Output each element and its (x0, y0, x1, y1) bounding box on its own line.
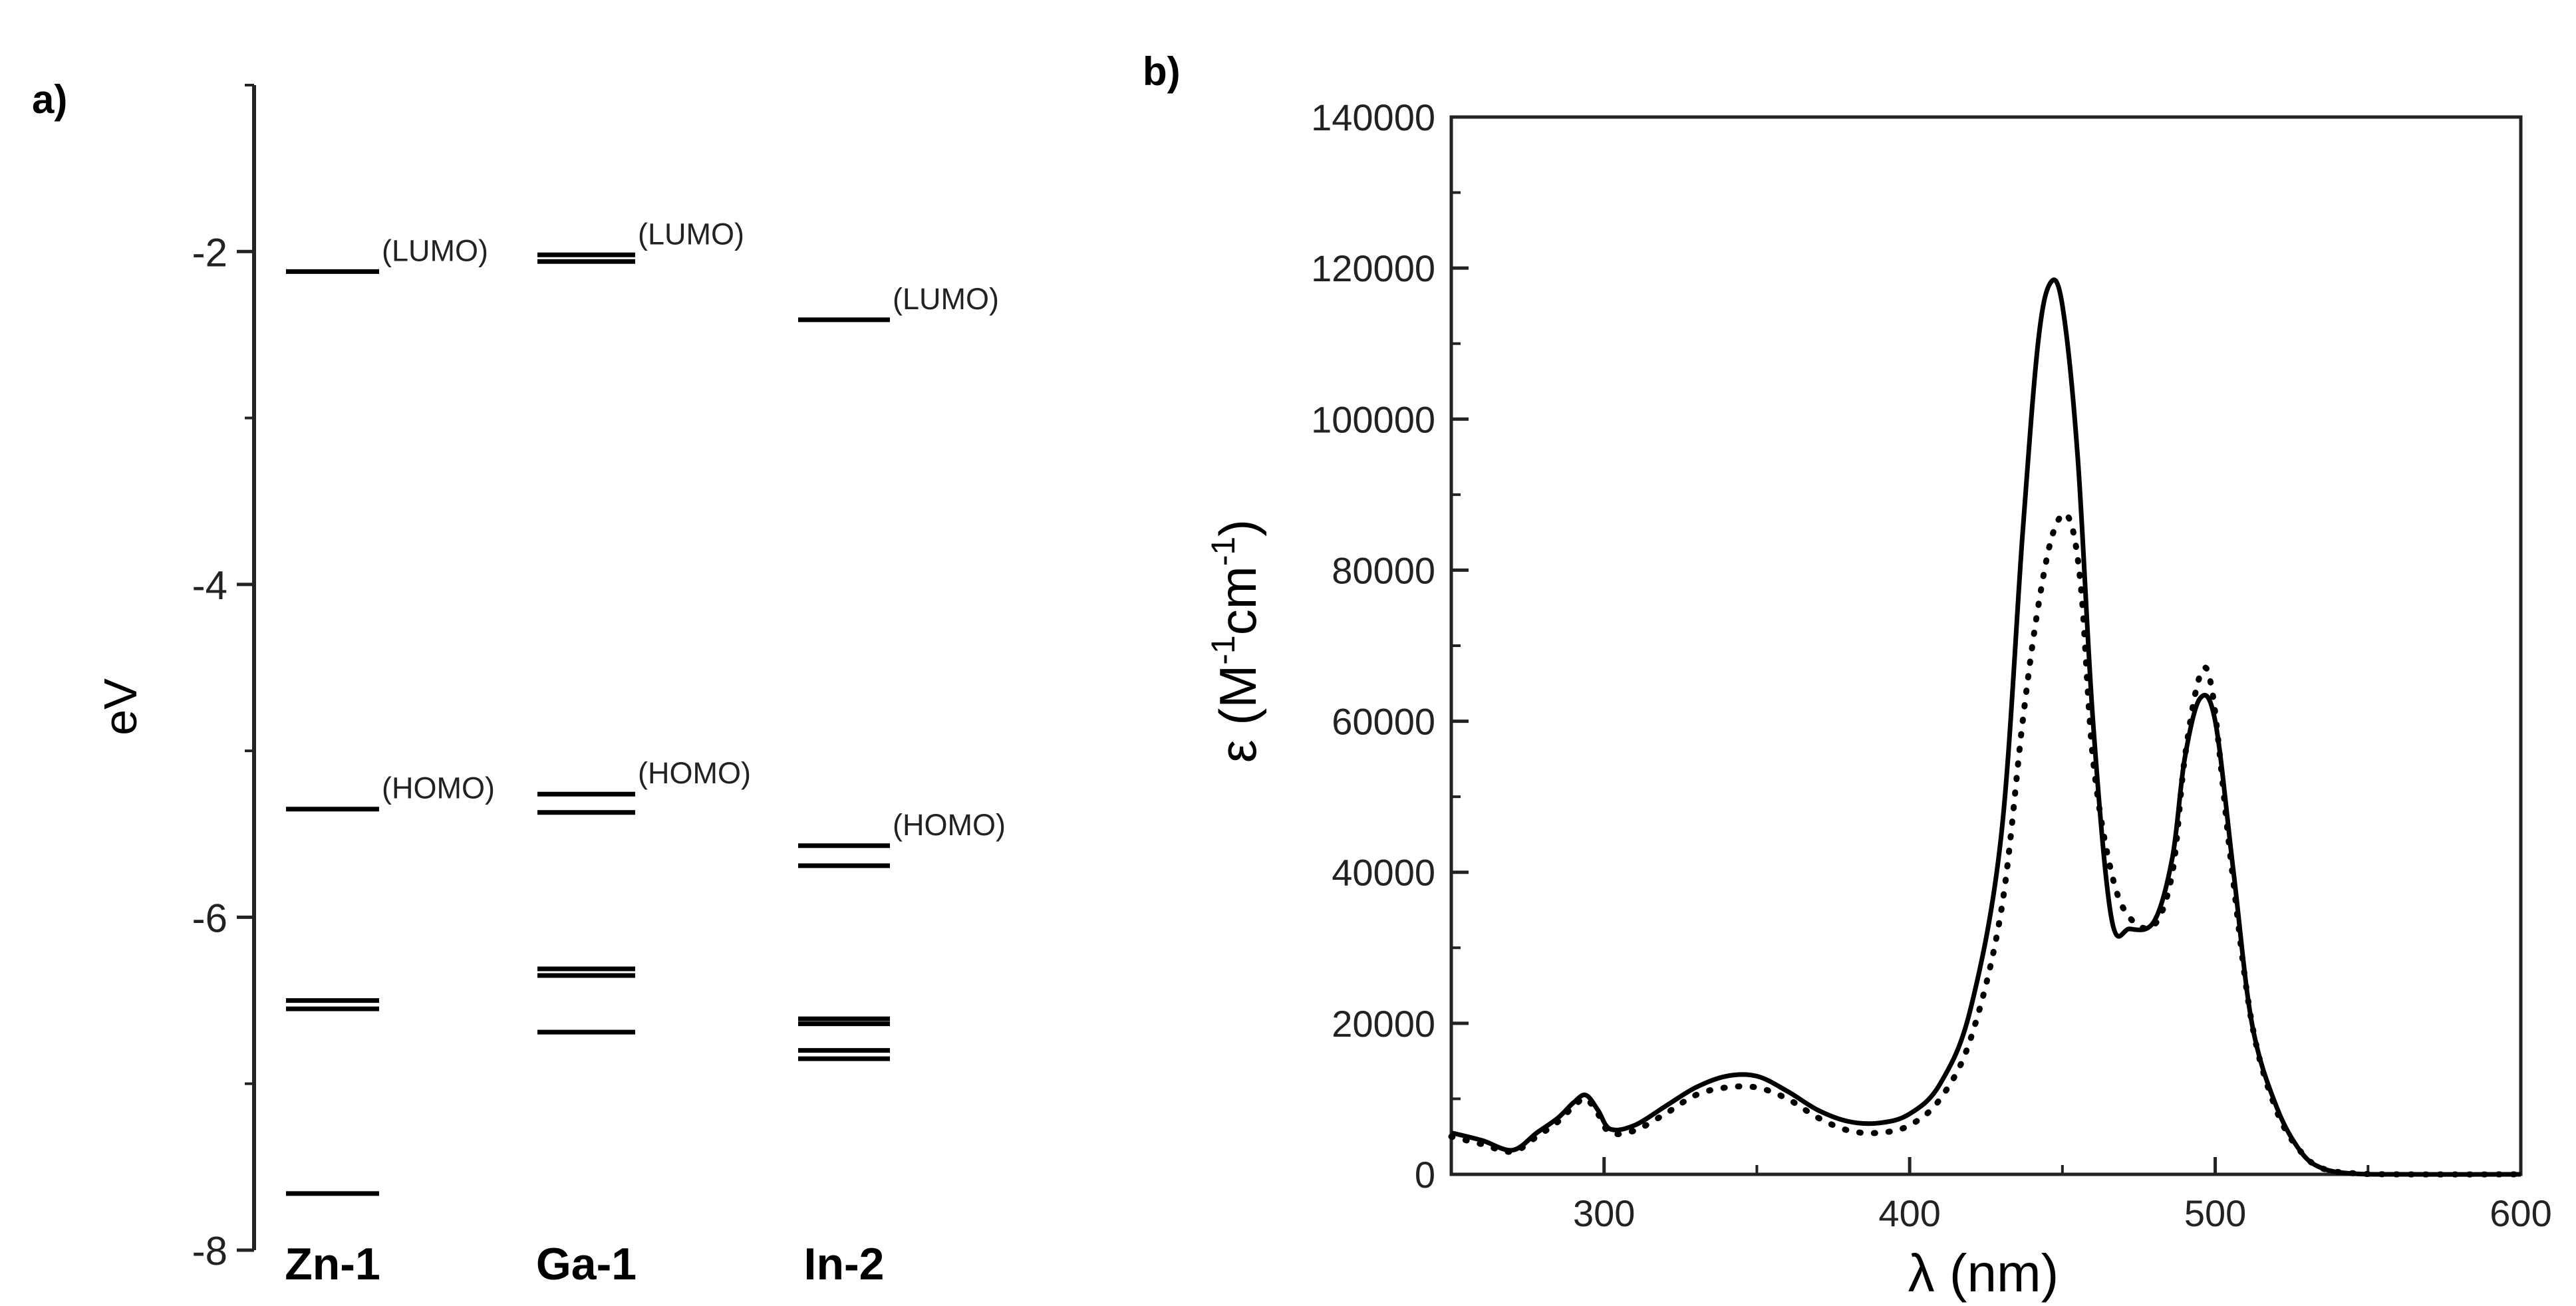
column-label: Ga-1 (536, 1239, 637, 1289)
absorption-spectrum-panel: b) 300 400 500 600 0 20000 40000 60000 80000 100… (1143, 49, 2552, 1303)
orbital-label: (HOMO) (638, 756, 751, 790)
x-axis-label: λ (nm) (1908, 1243, 2059, 1303)
y-tick-label: -6 (192, 896, 227, 940)
y-tick-label: 120000 (1311, 247, 1435, 289)
y-ticks: 0 20000 40000 60000 80000 100000 120000 140000 (1311, 96, 1469, 1196)
y-tick-label: 100000 (1311, 398, 1435, 440)
energy-diagram-panel: a) eV -2-4-6-8 (LUMO)(HOMO)(LUMO)(HOMO)(… (32, 77, 1006, 1289)
y-tick-label: 0 (1415, 1154, 1435, 1196)
orbital-label: (LUMO) (893, 282, 999, 316)
y-tick-label: 140000 (1311, 96, 1435, 138)
panel-a-y-ticks: -2 -4 -6 -8 (192, 84, 254, 1273)
y-tick-label: 60000 (1332, 701, 1435, 743)
y-label-mid: cm (1209, 566, 1267, 635)
orbital-label: (LUMO) (382, 233, 488, 267)
y-tick-label: 80000 (1332, 549, 1435, 591)
energy-levels: (LUMO) (HOMO) (LUMO) (HOMO) (LUMO) (HOMO) (286, 217, 1006, 1196)
series-dotted-line (1448, 511, 2524, 1178)
x-tick-label: 400 (1878, 1192, 1940, 1234)
orbital-label: (HOMO) (382, 771, 495, 805)
panel-a-ylabel: eV (94, 678, 146, 735)
orbital-label: (LUMO) (638, 217, 744, 251)
plot-frame (1449, 115, 2523, 1176)
y-label-sup-2: -1 (1205, 537, 1242, 566)
column-label: Zn-1 (285, 1239, 380, 1289)
y-label-end: ) (1209, 519, 1267, 537)
panel-a-label: a) (32, 77, 67, 122)
x-tick-label: 600 (2490, 1192, 2551, 1234)
y-tick-label: -2 (192, 230, 227, 275)
x-tick-label: 500 (2184, 1192, 2246, 1234)
y-tick-label: -8 (192, 1229, 227, 1273)
x-tick-label: 300 (1573, 1192, 1635, 1234)
y-label-main: ε (M (1209, 665, 1267, 763)
panel-b-label: b) (1143, 49, 1181, 94)
y-tick-label: 40000 (1332, 852, 1435, 894)
column-label: In-2 (804, 1239, 885, 1289)
orbital-label: (HOMO) (893, 808, 1006, 842)
spectrum-series (1448, 277, 2524, 1178)
column-labels: Zn-1 Ga-1 In-2 (285, 1239, 884, 1289)
y-axis-label: ε (M-1cm-1) (1205, 519, 1267, 763)
y-label-sup-1: -1 (1205, 635, 1242, 664)
y-tick-label: -4 (192, 563, 227, 608)
y-tick-label: 20000 (1332, 1003, 1435, 1045)
series-solid-line (1451, 277, 2521, 1177)
x-ticks: 300 400 500 600 (1450, 1157, 2552, 1234)
